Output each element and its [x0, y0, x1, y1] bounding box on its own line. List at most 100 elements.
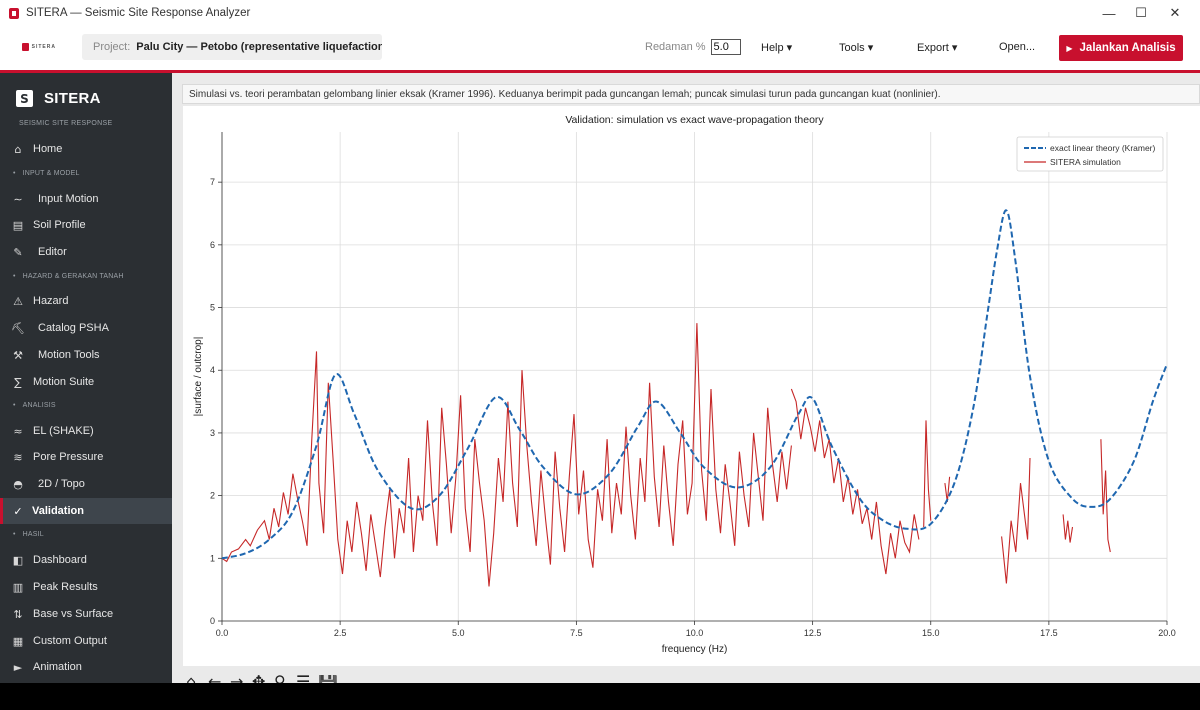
menu-help[interactable]: Help ▾	[761, 42, 793, 54]
sidebar-item-label: 2D / Topo	[38, 478, 85, 490]
sidebar-item-base-vs-surface[interactable]: ⇅ Base vs Surface	[0, 601, 172, 627]
section-bullet-icon: •	[13, 170, 16, 177]
sidebar-item-el-shake[interactable]: ≈ EL (SHAKE)	[0, 418, 172, 444]
top-toolbar: SITERA Project: Palu City — Petobo (repr…	[0, 26, 1200, 70]
sidebar-item-home[interactable]: ⌂ Home	[0, 136, 172, 162]
sidebar-item-label: Editor	[38, 246, 67, 258]
sidebar-item-label: Pore Pressure	[33, 451, 104, 463]
theory-series-line	[222, 209, 1167, 560]
maximize-button[interactable]: ☐	[1135, 5, 1147, 20]
damping-input[interactable]	[710, 39, 741, 55]
sidebar-section-label: HAZARD & GERAKAN TANAH	[22, 273, 124, 280]
app-icon	[9, 7, 19, 19]
back-icon[interactable]: ←	[208, 675, 230, 683]
sidebar-logo: S SITERA	[16, 90, 101, 107]
sidebar-item-label: Catalog PSHA	[38, 322, 109, 334]
sidebar-item-custom-output[interactable]: ▦ Custom Output	[0, 628, 172, 654]
pan-icon[interactable]: ✥	[252, 675, 274, 683]
sidebar-item-label: Motion Suite	[33, 376, 95, 388]
validation-caption: Simulasi vs. teori perambatan gelombang …	[182, 84, 1200, 104]
window-title: SITERA — Seismic Site Response Analyzer	[26, 7, 251, 19]
sidebar-item-icon: ∼	[13, 192, 23, 206]
save-icon[interactable]: 💾	[318, 675, 340, 683]
x-tick-label: 7.5	[570, 628, 583, 638]
toolbar-logo: SITERA	[22, 42, 56, 52]
configure-icon[interactable]: ☰	[296, 675, 318, 683]
sidebar-item-input-motion[interactable]: ∼ Input Motion	[0, 186, 172, 212]
close-button[interactable]: ✕	[1169, 5, 1181, 20]
sidebar-item-motion-suite[interactable]: ∑ Motion Suite	[0, 369, 172, 395]
toolbar-logo-text: SITERA	[31, 44, 56, 50]
sidebar-item-validation[interactable]: ✓ Validation	[0, 498, 172, 524]
sidebar-item-icon: ◓	[13, 477, 23, 491]
menu-export[interactable]: Export ▾	[917, 42, 958, 54]
simulation-series-segment	[790, 388, 920, 575]
sidebar-item-icon: ✓	[13, 504, 23, 518]
y-axis-label: |surface / outcrop|	[193, 337, 204, 417]
y-tick-label: 0	[210, 616, 215, 626]
sidebar-item-peak-results[interactable]: ▥ Peak Results	[0, 574, 172, 600]
sidebar-item-label: Hazard	[33, 295, 69, 307]
section-bullet-icon: •	[13, 402, 16, 409]
sidebar-item-icon: ▤	[12, 218, 24, 232]
sidebar-item-animation[interactable]: ► Animation	[0, 654, 172, 680]
x-tick-label: 15.0	[922, 628, 940, 638]
zoom-icon[interactable]: ⚲	[274, 675, 296, 683]
x-tick-label: 0.0	[216, 628, 229, 638]
sidebar: S SITERA SEISMIC SITE RESPONSE ⌂ Home • INP…	[0, 73, 172, 683]
sidebar-item-icon: ►	[13, 660, 23, 674]
project-label: Project:	[93, 41, 131, 53]
logo-mark-icon	[22, 43, 29, 51]
legend-box	[1016, 136, 1164, 172]
sidebar-item-dashboard[interactable]: ◧ Dashboard	[0, 547, 172, 573]
sidebar-item-label: Custom Output	[33, 635, 107, 647]
section-bullet-icon: •	[13, 273, 16, 280]
validation-chart: 0.0 2.5 5.0 7.5 10.0 12.5 15.0 17.5 20.0 0 1 2 3 4 5 6 7…	[193, 114, 1176, 655]
title-bar: SITERA — Seismic Site Response Analyzer …	[0, 0, 1200, 26]
sidebar-item-catalog-psha[interactable]: ⛏ Catalog PSHA	[0, 315, 172, 341]
sidebar-item-motion-tools[interactable]: ⚒ Motion Tools	[0, 342, 172, 368]
project-selector[interactable]: Project: Palu City — Petobo (representat…	[82, 34, 382, 60]
main-panel: Simulasi vs. teori perambatan gelombang …	[172, 73, 1200, 683]
sidebar-section-hasil: • HASIL	[13, 531, 44, 538]
menu-open[interactable]: Open...	[999, 41, 1036, 53]
section-bullet-icon: •	[13, 531, 16, 538]
sidebar-item-label: EL (SHAKE)	[33, 425, 94, 437]
home-icon[interactable]: ⌂	[186, 675, 208, 683]
sidebar-item-2d-topo[interactable]: ◓ 2D / Topo	[0, 471, 172, 497]
sidebar-item-icon: ▦	[12, 634, 24, 648]
y-tick-label: 4	[210, 365, 215, 375]
sidebar-item-label: Input Motion	[38, 193, 99, 205]
sidebar-item-icon: ⚠	[13, 294, 23, 308]
sidebar-item-icon: ∑	[14, 375, 22, 389]
project-name: Palu City — Petobo (representative lique…	[136, 41, 382, 53]
sidebar-item-pore-pressure[interactable]: ≋ Pore Pressure	[0, 444, 172, 470]
sidebar-section-label: INPUT & MODEL	[22, 170, 80, 177]
legend-theory-label: exact linear theory (Kramer)	[1050, 143, 1156, 153]
sidebar-item-icon: ✎	[13, 245, 23, 259]
forward-icon[interactable]: →	[230, 675, 252, 683]
sidebar-item-icon: ◧	[12, 553, 24, 567]
plot-canvas[interactable]: 0.0 2.5 5.0 7.5 10.0 12.5 15.0 17.5 20.0 0 1 2 3 4 5 6 7…	[183, 106, 1200, 666]
sidebar-item-icon: ▥	[12, 580, 24, 594]
sidebar-item-label: Dashboard	[33, 554, 87, 566]
sidebar-item-label: Soil Profile	[33, 219, 86, 231]
sidebar-item-editor[interactable]: ✎ Editor	[0, 239, 172, 265]
simulation-series-segment	[944, 476, 951, 502]
minimize-button[interactable]: —	[1102, 5, 1116, 21]
simulation-series-segment	[222, 323, 792, 587]
sidebar-section-hazard-gerakan-tanah: • HAZARD & GERAKAN TANAH	[13, 273, 124, 280]
sidebar-item-icon: ⇅	[13, 607, 23, 621]
y-tick-label: 7	[210, 177, 215, 187]
sidebar-item-icon: ≈	[13, 424, 23, 438]
sidebar-item-hazard[interactable]: ⚠ Hazard	[0, 288, 172, 314]
sidebar-app-name: SITERA	[44, 90, 101, 107]
menu-tools[interactable]: Tools ▾	[839, 42, 874, 54]
run-analysis-button[interactable]: ▶ Jalankan Analisis	[1059, 35, 1183, 61]
sidebar-item-icon: ⛏	[11, 321, 25, 335]
sitera-logo-icon: S	[16, 90, 33, 107]
sidebar-item-icon: ⌂	[14, 142, 22, 156]
sidebar-item-soil-profile[interactable]: ▤ Soil Profile	[0, 212, 172, 238]
run-analysis-label: Jalankan Analisis	[1079, 42, 1176, 54]
y-tick-label: 2	[210, 491, 215, 501]
